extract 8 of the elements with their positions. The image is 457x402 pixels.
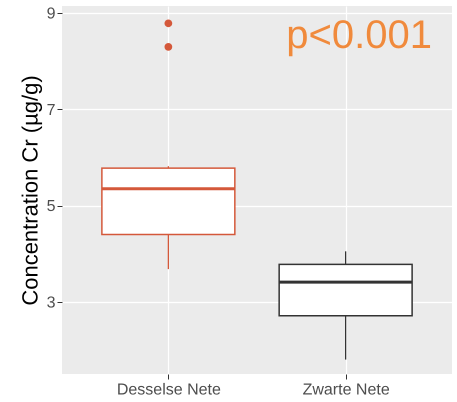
y-axis-title: Concentration Cr (µg/g) (18, 75, 43, 306)
y-tick-label: 5 (46, 198, 56, 216)
x-tick-label: Zwarte Nete (302, 382, 390, 398)
y-tick-label: 3 (46, 294, 56, 312)
annotation: p<0.001 (286, 13, 432, 57)
y-tick-label: 7 (46, 102, 56, 119)
x-tick-label: Desselse Nete (116, 382, 221, 398)
y-tick-label: 9 (46, 6, 56, 23)
